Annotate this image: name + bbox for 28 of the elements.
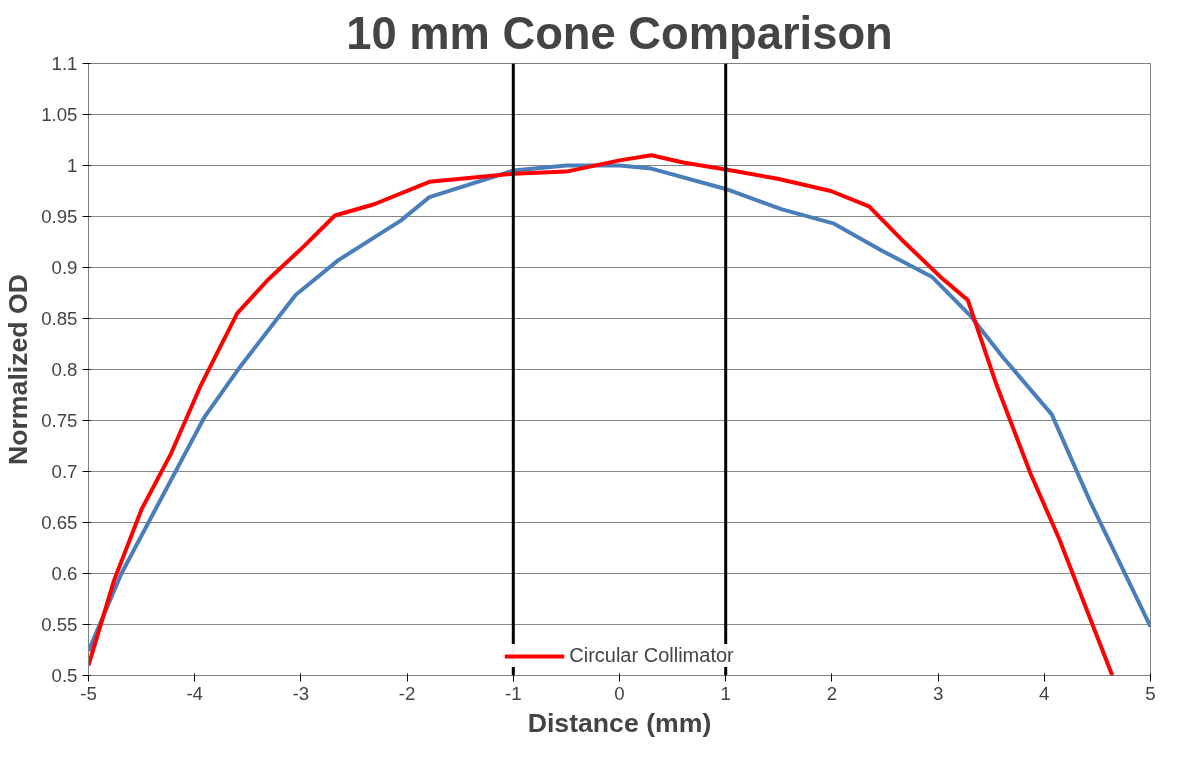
legend-label: Circular Collimator (569, 644, 734, 667)
x-tick-label: -5 (80, 682, 97, 704)
y-tick-label: 0.5 (51, 665, 78, 686)
y-tick-label: 1.05 (41, 104, 78, 125)
x-tick-label: -4 (186, 682, 203, 704)
y-tick-label: 0.65 (41, 512, 78, 533)
x-axis-title: Distance (mm) (527, 707, 712, 738)
y-tick-label: 0.8 (51, 359, 78, 380)
x-tick-label: 4 (1039, 682, 1050, 704)
chart-title: 10 mm Cone Comparison (346, 7, 893, 59)
x-tick-label: 3 (932, 682, 944, 704)
y-tick-label: 0.95 (41, 206, 78, 227)
y-tick-label: 1.1 (51, 53, 78, 74)
y-tick-label: 0.75 (41, 410, 78, 431)
x-tick-label: 2 (826, 682, 838, 704)
x-tick-label: -1 (505, 682, 522, 704)
y-axis-title: Normalized OD (3, 273, 34, 466)
x-tick-label: -2 (398, 682, 416, 704)
x-tick-label: 5 (1145, 682, 1156, 704)
y-tick-label: 0.55 (41, 614, 78, 635)
y-tick-label: 0.85 (41, 308, 78, 329)
y-tick-label: 0.7 (51, 461, 78, 482)
y-tick-label: 0.6 (51, 563, 78, 584)
x-tick-label: 0 (614, 682, 625, 704)
y-tick-label: 0.9 (51, 257, 78, 278)
x-tick-label: 1 (720, 682, 731, 704)
x-tick-label: -3 (292, 682, 310, 704)
y-tick-label: 1 (67, 155, 78, 176)
